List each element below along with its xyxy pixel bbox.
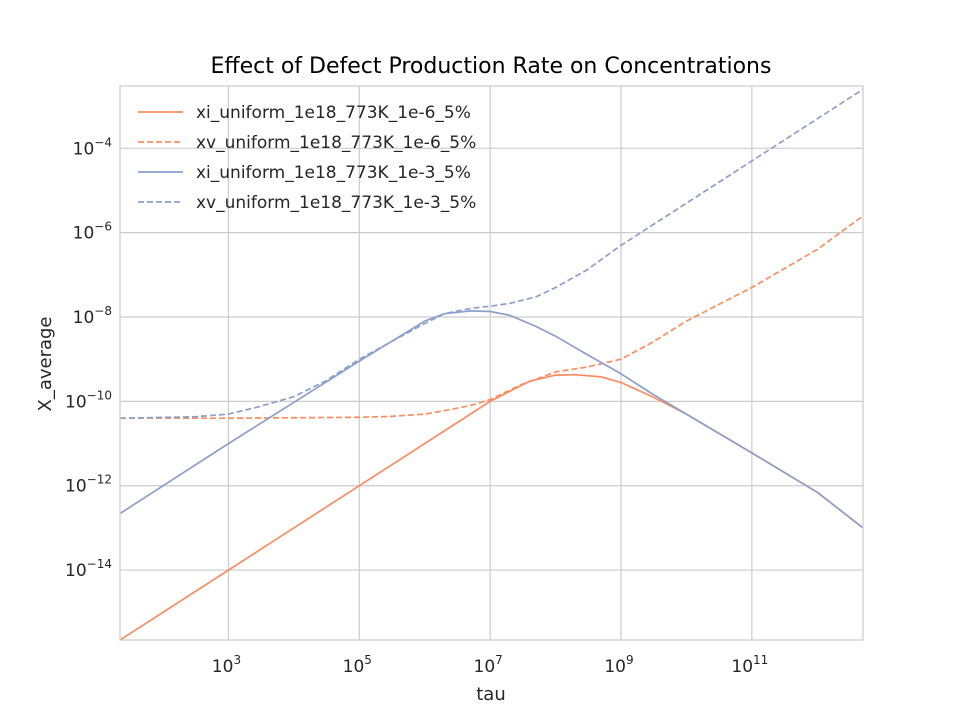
y-tick-label: 10−10 <box>65 388 112 412</box>
legend: xi_uniform_1e18_773K_1e-6_5% xv_uniform_1… <box>138 103 476 213</box>
x-tick-label: 107 <box>474 653 503 677</box>
x-tick-label: 1011 <box>731 653 768 677</box>
series-line-xv-1e-3 <box>119 88 864 420</box>
y-axis-label: X_average <box>35 316 56 411</box>
legend-label-xv-1e-6: xv_uniform_1e18_773K_1e-6_5% <box>196 133 476 153</box>
x-tick-label: 103 <box>212 653 241 677</box>
y-tick-label: 10−4 <box>73 135 112 159</box>
y-tick-label: 10−14 <box>65 557 112 581</box>
y-tick-label: 10−12 <box>65 473 112 497</box>
legend-label-xi-1e-6: xi_uniform_1e18_773K_1e-6_5% <box>196 103 471 123</box>
x-tick-label: 109 <box>604 653 633 677</box>
x-axis-label: tau <box>476 684 506 705</box>
chart-title: Effect of Defect Production Rate on Conc… <box>211 54 772 79</box>
legend-label-xv-1e-3: xv_uniform_1e18_773K_1e-3_5% <box>196 193 476 213</box>
y-tick-label: 10−6 <box>73 220 112 244</box>
plot-frame <box>119 85 864 641</box>
legend-label-xi-1e-3: xi_uniform_1e18_773K_1e-3_5% <box>196 163 471 183</box>
y-tick-label: 10−8 <box>73 304 112 328</box>
x-tick-label: 105 <box>343 653 372 677</box>
grid <box>120 86 863 640</box>
tick-labels: 103 105 107 109 1011 10−14 10−12 10−10 10−8 10−6 1… <box>65 135 768 677</box>
series-line-xv-1e-6 <box>120 215 864 420</box>
series-layer <box>119 88 864 641</box>
